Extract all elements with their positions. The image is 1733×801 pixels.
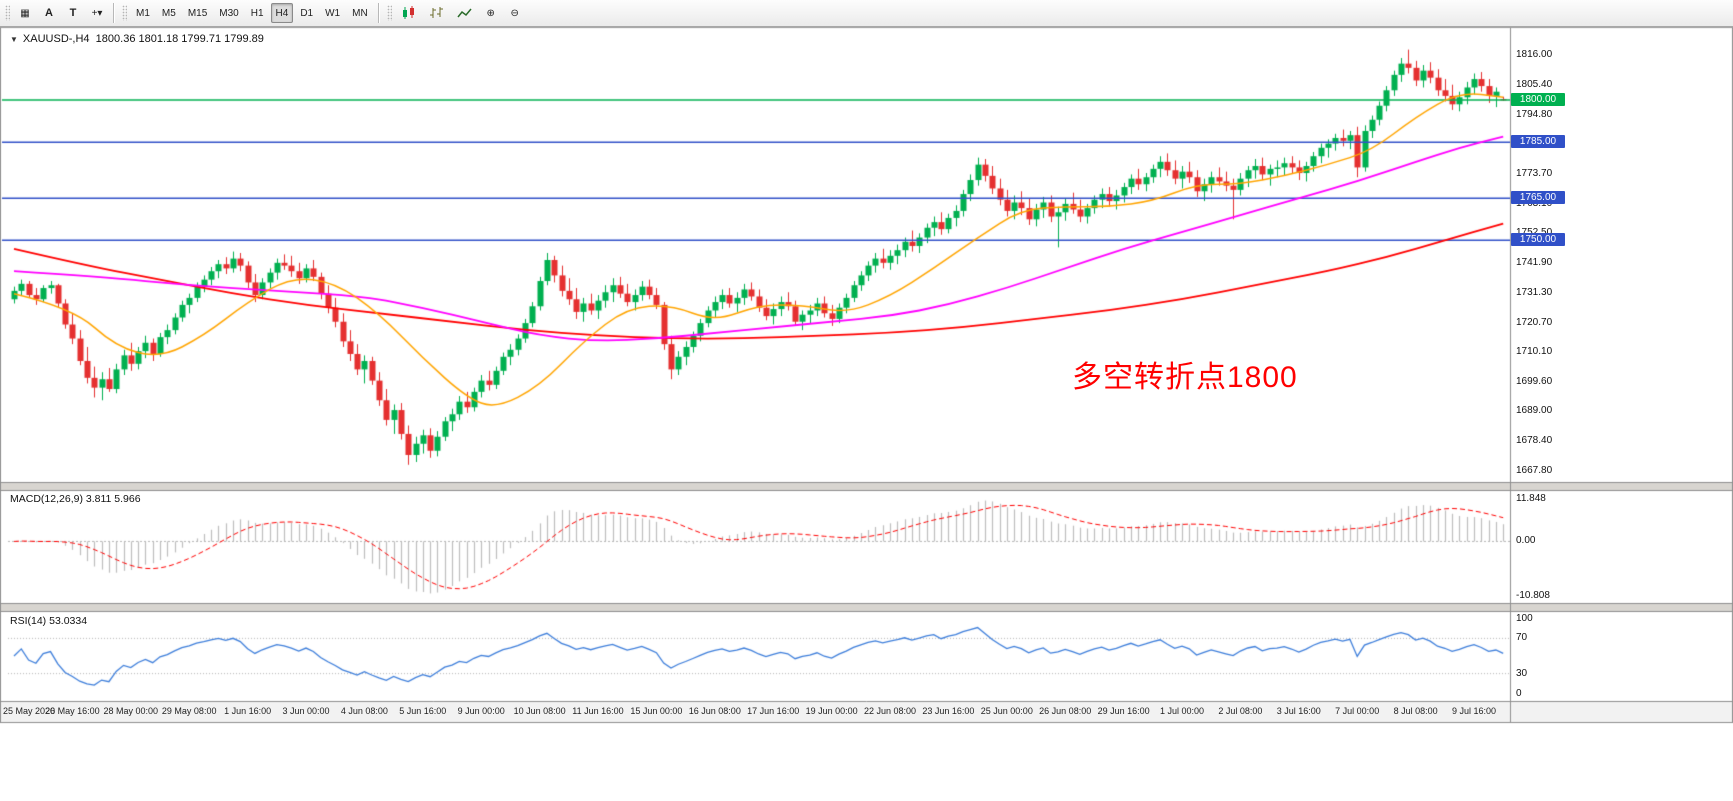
price-scale-label: 1667.80 — [1516, 464, 1553, 476]
panel-divider-rsi[interactable] — [0, 603, 1733, 612]
time-axis-label: 5 Jun 16:00 — [399, 706, 447, 716]
time-axis-label: 29 Jun 16:00 — [1097, 706, 1150, 716]
time-axis-label: 1 Jun 16:00 — [224, 706, 272, 716]
time-axis-label: 8 Jul 08:00 — [1393, 706, 1438, 716]
timeframe-button-MN[interactable]: MN — [347, 3, 373, 23]
rsi-name: RSI(14) — [10, 615, 47, 627]
one-click-trading-icon[interactable]: ▼ — [10, 35, 18, 44]
time-axis-label: 10 Jun 08:00 — [513, 706, 566, 716]
price-scale-label: 1699.60 — [1516, 375, 1553, 387]
price-scale-label: 1678.40 — [1516, 435, 1553, 447]
macd-name: MACD(12,26,9) — [10, 493, 83, 505]
rsi-scale-label: 70 — [1516, 632, 1528, 644]
toolbar-grip[interactable] — [386, 5, 392, 21]
price-scale-label: 1689.00 — [1516, 405, 1553, 417]
annotation-tool-button[interactable]: A — [38, 3, 60, 23]
time-axis-label: 25 Jun 00:00 — [980, 706, 1033, 716]
time-axis-label: 11 Jun 16:00 — [572, 706, 624, 716]
time-axis-label: 3 Jun 00:00 — [282, 706, 330, 716]
tile-windows-icon[interactable]: ▦ — [14, 3, 36, 23]
timeframe-button-M15[interactable]: M15 — [183, 3, 212, 23]
toolbar-grip[interactable] — [122, 5, 127, 21]
macd-scale-label: 11.848 — [1516, 493, 1546, 504]
price-scale-label: 1773.70 — [1516, 167, 1553, 179]
time-axis[interactable]: 25 May 2020 26 May 16:00 28 May 00:00 29 Ma… — [0, 701, 1733, 722]
time-axis-label: 26 May 16:00 — [45, 706, 100, 716]
ohlc-values: 1800.36 1801.18 1799.71 1799.89 — [95, 33, 264, 45]
macd-indicator-label: MACD(12,26,9) 3.811 5.966 — [10, 493, 141, 505]
time-axis-label: 29 May 08:00 — [161, 706, 217, 716]
price-scale-label: 1794.80 — [1516, 108, 1553, 120]
timeframe-button-M30[interactable]: M30 — [214, 3, 243, 23]
time-axis-label: 26 Jun 08:00 — [1039, 706, 1092, 716]
panel-divider-macd[interactable] — [0, 482, 1733, 491]
timeframe-button-H1[interactable]: H1 — [246, 3, 269, 23]
toolbar-grip[interactable] — [5, 5, 10, 21]
price-scale[interactable]: 1816.001805.401794.801784.201773.701763.… — [1510, 28, 1733, 722]
macd-scale-label: 0.00 — [1516, 535, 1536, 547]
rsi-current-value: 53.0334 — [49, 615, 88, 627]
chart-annotation[interactable]: 多空转折点1800 — [1072, 361, 1298, 394]
time-axis-label: 28 May 00:00 — [103, 706, 159, 716]
rsi-indicator-label: RSI(14) 53.0334 — [10, 615, 87, 627]
price-level-tag: 1765.00 — [1511, 191, 1565, 205]
macd-scale-label: -10.808 — [1516, 590, 1550, 601]
time-axis-label: 9 Jun 00:00 — [457, 706, 505, 716]
symbol-name: XAUUSD-,H4 — [22, 33, 90, 45]
text-tool-button[interactable]: T — [62, 3, 84, 23]
rsi-scale-label: 30 — [1516, 667, 1528, 679]
time-axis-label: 4 Jun 08:00 — [340, 706, 388, 716]
price-scale-label: 1731.30 — [1516, 286, 1553, 298]
price-scale-label: 1720.70 — [1516, 316, 1553, 328]
timeframe-button-H4[interactable]: H4 — [270, 3, 294, 23]
time-axis-label: 19 Jun 00:00 — [805, 706, 858, 716]
price-scale-label: 1816.00 — [1516, 49, 1553, 61]
toolbar-separator — [377, 3, 380, 23]
price-scale-label: 1710.10 — [1516, 346, 1553, 358]
symbol-ohlc-label: ▼ XAUUSD-,H4 1800.36 1801.18 1799.71 1799… — [10, 33, 264, 45]
timeframe-button-M1[interactable]: M1 — [131, 3, 155, 23]
price-scale-label: 1805.40 — [1516, 78, 1553, 90]
time-axis-label: 9 Jul 16:00 — [1451, 706, 1497, 716]
time-axis-label: 17 Jun 16:00 — [747, 706, 800, 716]
timeframe-button-M5[interactable]: M5 — [157, 3, 181, 23]
time-axis-label: 22 Jun 08:00 — [863, 706, 917, 716]
time-axis-label: 2 Jul 08:00 — [1218, 706, 1263, 716]
bar-chart-icon[interactable] — [424, 3, 450, 23]
time-axis-label: 25 May 2020 — [3, 706, 56, 716]
price-level-tag: 1800.00 — [1511, 93, 1565, 107]
time-axis-label: 15 Jun 00:00 — [630, 706, 683, 716]
price-level-tag: 1750.00 — [1511, 233, 1565, 247]
timeframe-button-W1[interactable]: W1 — [320, 3, 345, 23]
toolbar-separator — [113, 3, 115, 23]
price-scale-label: 1752.50 — [1516, 227, 1552, 238]
price-level-tag: 1785.00 — [1511, 135, 1565, 149]
candlestick-chart-icon[interactable] — [396, 3, 422, 23]
time-axis-label: 7 Jul 00:00 — [1335, 706, 1380, 716]
macd-current-values: 3.811 5.966 — [85, 493, 141, 505]
rsi-scale-label: 100 — [1516, 613, 1533, 624]
rsi-scale-label: 0 — [1516, 688, 1522, 699]
zoom-out-icon[interactable]: ⊖ — [504, 3, 526, 23]
line-chart-icon[interactable] — [452, 3, 478, 23]
price-scale-label: 1741.90 — [1516, 257, 1553, 269]
time-axis-label: 23 Jun 16:00 — [922, 706, 975, 716]
time-axis-label: 1 Jul 00:00 — [1159, 706, 1205, 716]
zoom-in-icon[interactable]: ⊕ — [480, 3, 502, 23]
time-axis-label: 3 Jul 16:00 — [1276, 706, 1321, 716]
crosshair-tool-icon[interactable]: +▾ — [86, 3, 108, 23]
time-axis-label: 16 Jun 08:00 — [688, 706, 741, 716]
timeframe-button-D1[interactable]: D1 — [295, 3, 318, 23]
toolbar: ▦ A T +▾ M1 M5 M15 M30 H1 H4 D1 W1 MN ⊕ ⊖ — [0, 0, 1733, 27]
